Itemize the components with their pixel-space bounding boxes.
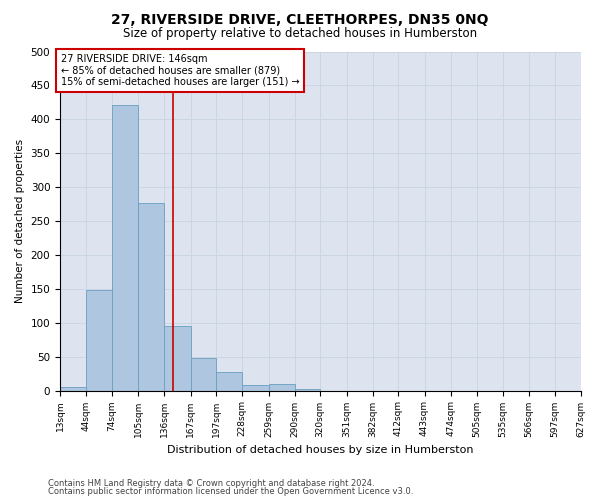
Bar [138, 204, 164, 390]
Bar [242, 385, 269, 390]
Text: 27 RIVERSIDE DRIVE: 146sqm
← 85% of detached houses are smaller (879)
15% of sem: 27 RIVERSIDE DRIVE: 146sqm ← 85% of deta… [61, 54, 299, 86]
Bar [269, 384, 295, 390]
Bar [86, 290, 112, 390]
Bar [164, 326, 191, 390]
Bar [112, 105, 138, 391]
X-axis label: Distribution of detached houses by size in Humberston: Distribution of detached houses by size … [167, 445, 473, 455]
Bar [191, 358, 216, 390]
Text: 27, RIVERSIDE DRIVE, CLEETHORPES, DN35 0NQ: 27, RIVERSIDE DRIVE, CLEETHORPES, DN35 0… [111, 12, 489, 26]
Y-axis label: Number of detached properties: Number of detached properties [15, 139, 25, 303]
Bar [60, 387, 86, 390]
Text: Size of property relative to detached houses in Humberston: Size of property relative to detached ho… [123, 28, 477, 40]
Bar [295, 389, 320, 390]
Text: Contains HM Land Registry data © Crown copyright and database right 2024.: Contains HM Land Registry data © Crown c… [48, 478, 374, 488]
Bar [216, 372, 242, 390]
Text: Contains public sector information licensed under the Open Government Licence v3: Contains public sector information licen… [48, 487, 413, 496]
